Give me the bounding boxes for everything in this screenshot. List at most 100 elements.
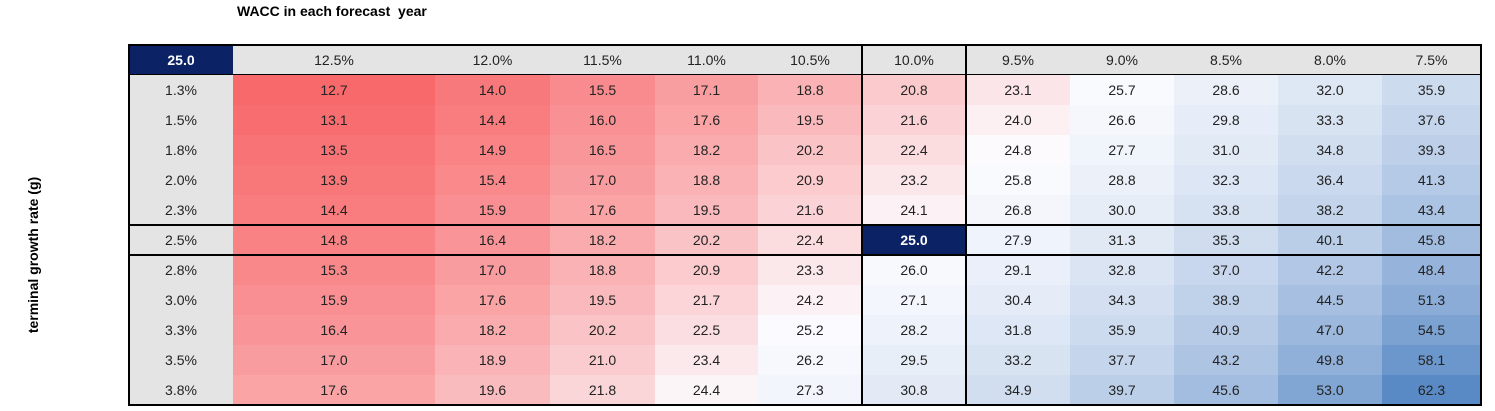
value-cell: 12.7 <box>233 75 435 105</box>
value-cell: 25.2 <box>758 315 862 345</box>
value-cell: 17.0 <box>435 255 550 285</box>
value-cell: 26.8 <box>966 195 1070 225</box>
value-cell: 40.1 <box>1278 225 1382 255</box>
value-cell: 21.7 <box>655 285 758 315</box>
value-cell: 24.8 <box>966 135 1070 165</box>
value-cell: 14.4 <box>233 195 435 225</box>
column-header: 11.0% <box>655 45 758 75</box>
column-header: 8.5% <box>1174 45 1278 75</box>
value-cell: 20.2 <box>550 315 655 345</box>
value-cell: 16.0 <box>550 105 655 135</box>
value-cell: 25.7 <box>1070 75 1174 105</box>
value-cell: 33.2 <box>966 345 1070 375</box>
value-cell: 53.0 <box>1278 375 1382 405</box>
border <box>128 44 1482 46</box>
value-cell: 35.9 <box>1070 315 1174 345</box>
value-cell: 20.9 <box>655 255 758 285</box>
value-cell: 16.4 <box>435 225 550 255</box>
value-cell: 24.1 <box>862 195 966 225</box>
row-header: 3.5% <box>129 345 233 375</box>
row-header: 3.0% <box>129 285 233 315</box>
value-cell: 34.3 <box>1070 285 1174 315</box>
value-cell: 18.2 <box>550 225 655 255</box>
value-cell: 13.1 <box>233 105 435 135</box>
value-cell: 38.9 <box>1174 285 1278 315</box>
value-cell: 39.3 <box>1382 135 1481 165</box>
value-cell: 40.9 <box>1174 315 1278 345</box>
value-cell: 14.0 <box>435 75 550 105</box>
value-cell: 33.8 <box>1174 195 1278 225</box>
value-cell: 24.4 <box>655 375 758 405</box>
row-header: 3.8% <box>129 375 233 405</box>
value-cell: 23.4 <box>655 345 758 375</box>
value-cell: 23.1 <box>966 75 1070 105</box>
value-cell: 24.0 <box>966 105 1070 135</box>
value-cell: 21.8 <box>550 375 655 405</box>
value-cell: 29.5 <box>862 345 966 375</box>
value-cell: 45.8 <box>1382 225 1481 255</box>
column-header: 10.5% <box>758 45 862 75</box>
value-cell: 22.5 <box>655 315 758 345</box>
value-cell: 30.0 <box>1070 195 1174 225</box>
value-cell: 38.2 <box>1278 195 1382 225</box>
value-cell: 19.6 <box>435 375 550 405</box>
value-cell: 44.5 <box>1278 285 1382 315</box>
value-cell: 37.7 <box>1070 345 1174 375</box>
value-cell: 34.8 <box>1278 135 1382 165</box>
value-cell: 28.6 <box>1174 75 1278 105</box>
value-cell: 19.5 <box>758 105 862 135</box>
value-cell: 30.8 <box>862 375 966 405</box>
value-cell: 27.7 <box>1070 135 1174 165</box>
value-cell: 26.2 <box>758 345 862 375</box>
value-cell: 18.9 <box>435 345 550 375</box>
value-cell: 32.3 <box>1174 165 1278 195</box>
value-cell: 20.2 <box>655 225 758 255</box>
value-cell: 48.4 <box>1382 255 1481 285</box>
value-cell: 18.2 <box>655 135 758 165</box>
value-cell: 32.8 <box>1070 255 1174 285</box>
value-cell: 19.5 <box>655 195 758 225</box>
value-cell: 20.2 <box>758 135 862 165</box>
column-header: 9.5% <box>966 45 1070 75</box>
value-cell: 41.3 <box>1382 165 1481 195</box>
value-cell: 17.6 <box>233 375 435 405</box>
value-cell: 49.8 <box>1278 345 1382 375</box>
table-title: WACC in each forecast year <box>237 3 427 19</box>
value-cell: 17.6 <box>655 105 758 135</box>
value-cell: 14.4 <box>435 105 550 135</box>
value-cell: 47.0 <box>1278 315 1382 345</box>
row-header: 2.0% <box>129 165 233 195</box>
value-cell: 28.8 <box>1070 165 1174 195</box>
value-cell: 13.9 <box>233 165 435 195</box>
value-cell: 34.9 <box>966 375 1070 405</box>
value-cell: 19.5 <box>550 285 655 315</box>
value-cell: 29.1 <box>966 255 1070 285</box>
value-cell: 43.4 <box>1382 195 1481 225</box>
value-cell: 37.6 <box>1382 105 1481 135</box>
value-cell: 17.1 <box>655 75 758 105</box>
border <box>128 224 1482 226</box>
value-cell: 15.9 <box>233 285 435 315</box>
value-cell: 51.3 <box>1382 285 1481 315</box>
row-header: 2.8% <box>129 255 233 285</box>
value-cell: 62.3 <box>1382 375 1481 405</box>
value-cell: 21.6 <box>758 195 862 225</box>
value-cell: 20.9 <box>758 165 862 195</box>
corner-cell: 25.0 <box>129 45 233 75</box>
value-cell: 25.8 <box>966 165 1070 195</box>
value-cell: 27.3 <box>758 375 862 405</box>
value-cell: 39.7 <box>1070 375 1174 405</box>
value-cell: 54.5 <box>1382 315 1481 345</box>
value-cell: 15.5 <box>550 75 655 105</box>
value-cell: 16.4 <box>233 315 435 345</box>
value-cell: 45.6 <box>1174 375 1278 405</box>
border <box>128 74 1482 75</box>
row-header: 3.3% <box>129 315 233 345</box>
value-cell: 17.0 <box>550 165 655 195</box>
column-header: 7.5% <box>1382 45 1481 75</box>
value-cell: 20.8 <box>862 75 966 105</box>
value-cell: 29.8 <box>1174 105 1278 135</box>
value-cell: 15.3 <box>233 255 435 285</box>
value-cell: 21.0 <box>550 345 655 375</box>
